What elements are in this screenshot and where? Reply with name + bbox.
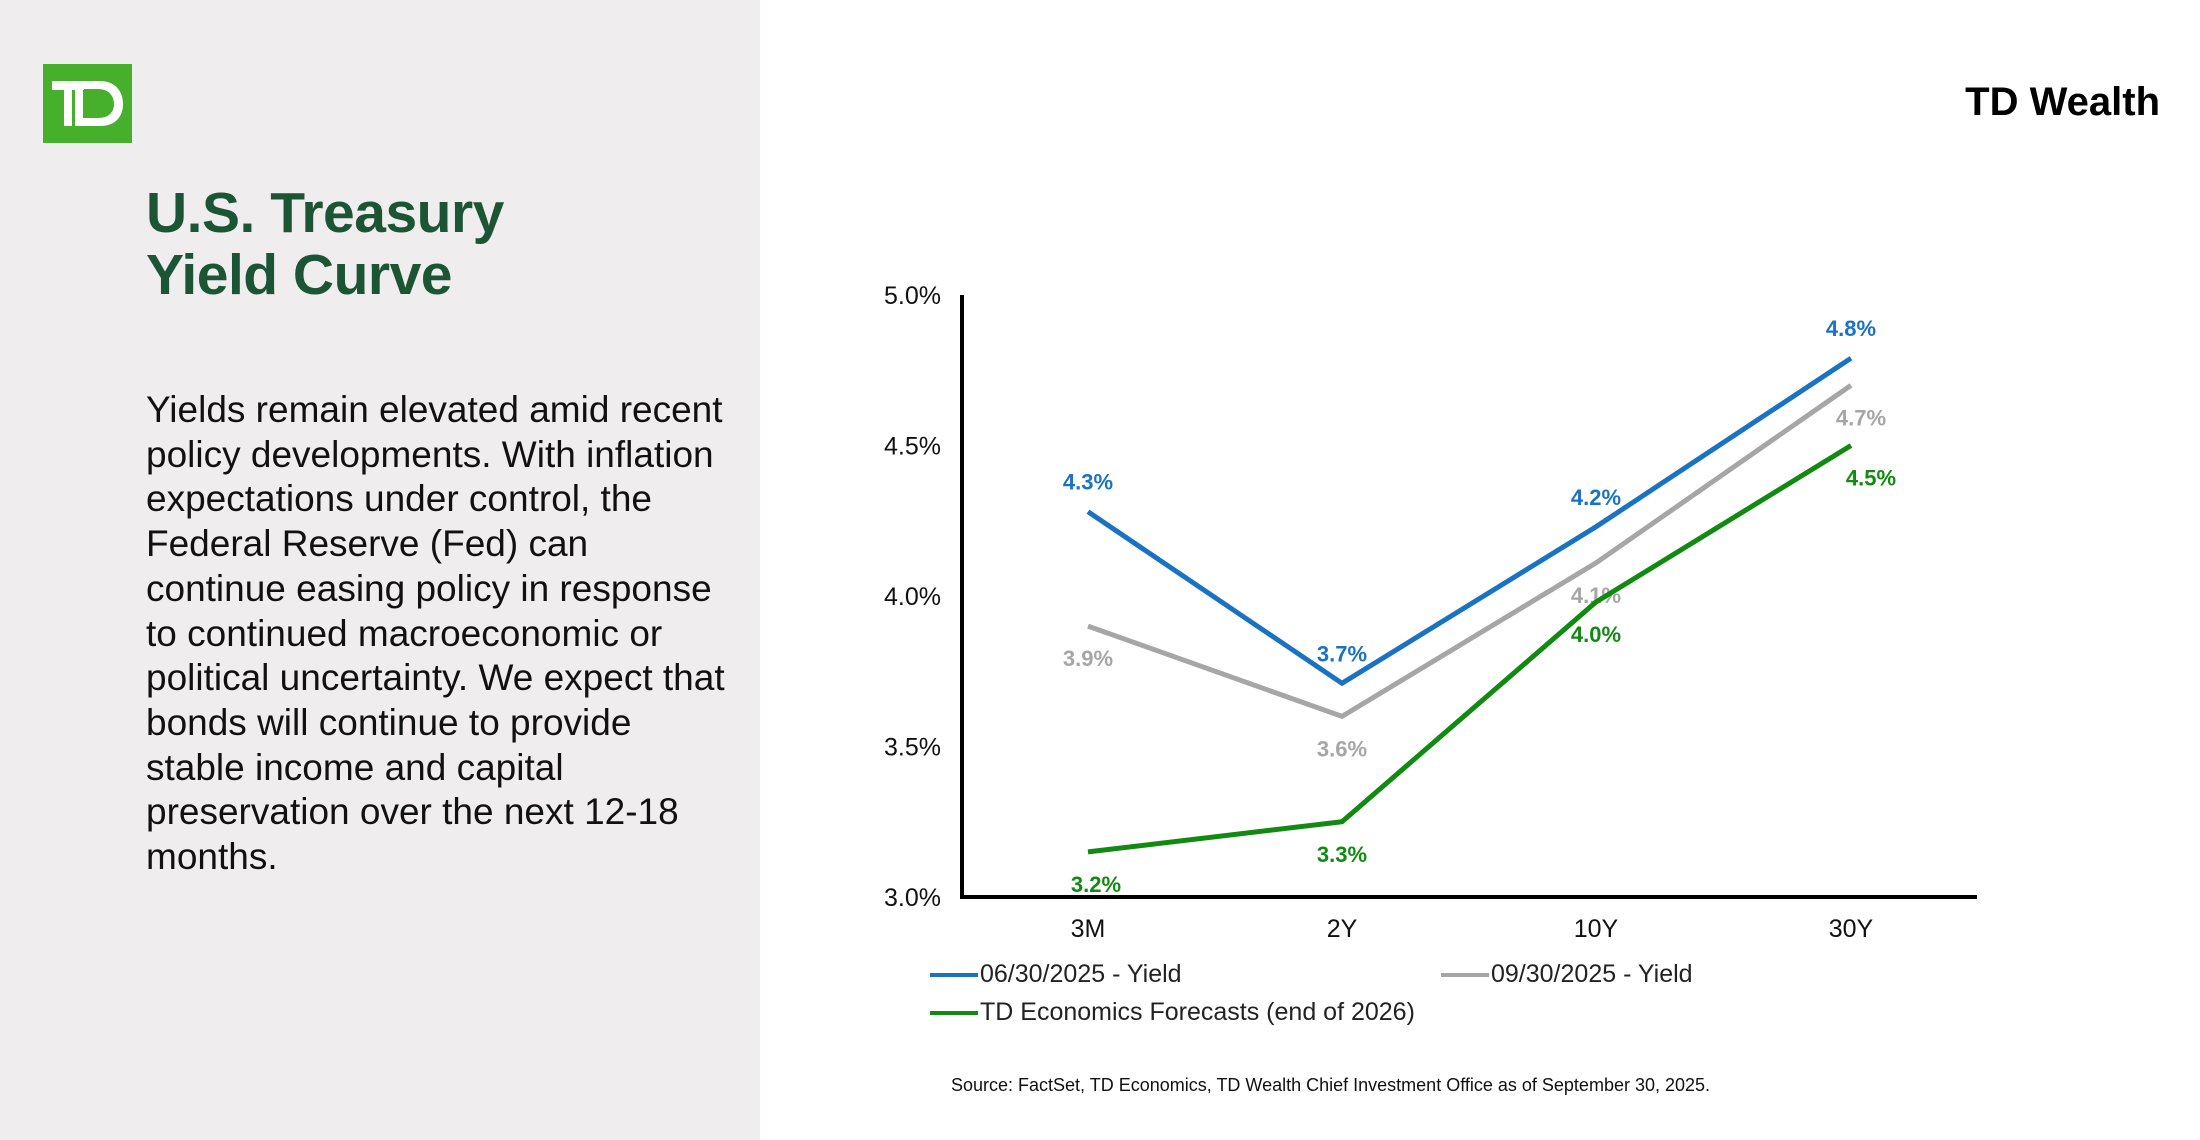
x-tick-label: 10Y xyxy=(1574,915,1619,943)
series-line xyxy=(1086,356,1853,687)
y-tick-label: 5.0% xyxy=(884,282,941,310)
x-tick-label: 2Y xyxy=(1327,915,1358,943)
y-tick-label: 4.5% xyxy=(884,433,941,461)
body-text: Yields remain elevated amid recent polic… xyxy=(146,389,725,878)
data-label: 3.9% xyxy=(1063,646,1113,671)
side-panel: U.S. Treasury Yield Curve Yields remain … xyxy=(0,0,760,1140)
data-label: 3.6% xyxy=(1317,736,1367,761)
legend-swatch xyxy=(1441,972,1489,977)
legend-item: TD Economics Forecasts (end of 2026) xyxy=(930,998,1415,1027)
data-label: 3.7% xyxy=(1317,641,1367,666)
data-label: 3.2% xyxy=(1071,872,1121,897)
page-title: U.S. Treasury Yield Curve xyxy=(146,182,504,306)
data-label: 4.3% xyxy=(1063,470,1113,495)
series-line xyxy=(1087,383,1853,720)
td-logo xyxy=(43,64,132,143)
legend-item: 06/30/2025 - Yield xyxy=(930,960,1182,989)
legend-swatch xyxy=(930,1010,978,1015)
legend-item: 09/30/2025 - Yield xyxy=(1441,960,1693,989)
legend-swatch xyxy=(930,972,978,977)
data-label: 4.5% xyxy=(1846,466,1896,491)
data-label: 4.2% xyxy=(1571,485,1621,510)
x-tick-label: 3M xyxy=(1071,915,1106,943)
y-tick-label: 3.0% xyxy=(884,884,941,912)
y-tick-label: 3.5% xyxy=(884,734,941,762)
legend-label: 09/30/2025 - Yield xyxy=(1491,960,1693,988)
data-label: 4.8% xyxy=(1826,316,1876,341)
brand-name: TD Wealth xyxy=(1965,80,2160,124)
data-label: 4.0% xyxy=(1571,622,1621,647)
source-note: Source: FactSet, TD Economics, TD Wealth… xyxy=(951,1075,1711,1095)
title-line: U.S. Treasury xyxy=(146,181,504,245)
x-tick-label: 30Y xyxy=(1829,915,1874,943)
legend-label: 06/30/2025 - Yield xyxy=(980,960,1182,988)
title-line: Yield Curve xyxy=(146,243,452,307)
legend-label: TD Economics Forecasts (end of 2026) xyxy=(980,998,1415,1026)
series-line xyxy=(1087,443,1853,855)
y-tick-label: 4.0% xyxy=(884,583,941,611)
data-label: 3.3% xyxy=(1317,842,1367,867)
data-label: 4.7% xyxy=(1836,405,1886,430)
